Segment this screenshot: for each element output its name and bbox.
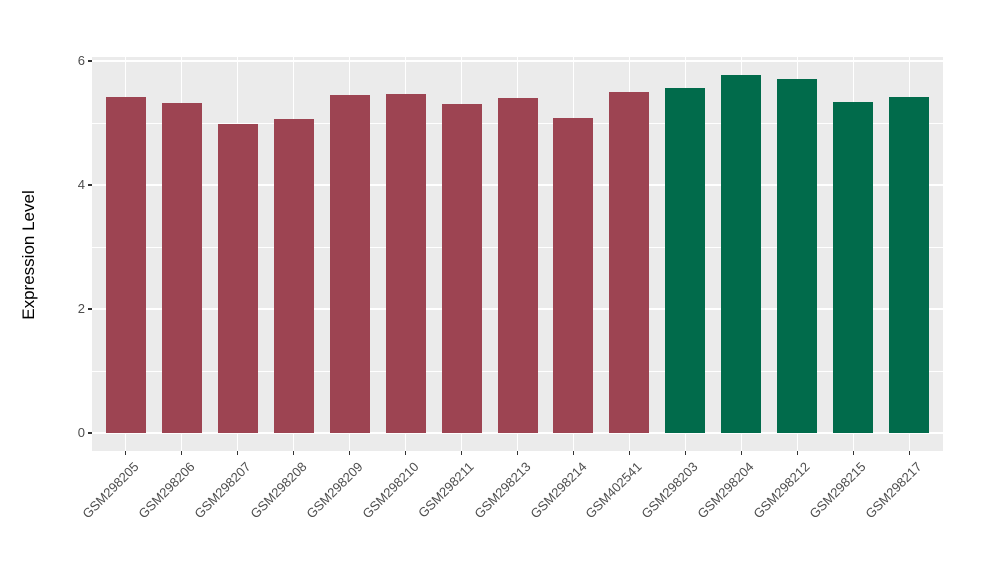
bar-GSM298206 bbox=[161, 103, 202, 433]
y-axis-title: Expression Level bbox=[19, 190, 38, 320]
x-tick-label: GSM298207 bbox=[190, 459, 254, 522]
x-tick-mark bbox=[908, 451, 911, 455]
bar-GSM298208 bbox=[273, 119, 314, 433]
y-tick-mark bbox=[88, 60, 92, 62]
x-tick-label: GSM298209 bbox=[302, 459, 366, 522]
bar-GSM298203 bbox=[665, 88, 706, 433]
plot-panel bbox=[92, 57, 943, 451]
x-tick-label: GSM298212 bbox=[750, 459, 814, 522]
x-tick-label: GSM298205 bbox=[78, 459, 142, 522]
x-tick-mark bbox=[796, 451, 799, 455]
y-tick-label: 0 bbox=[77, 425, 85, 440]
x-tick-label: GSM298214 bbox=[526, 459, 590, 522]
x-tick-mark bbox=[292, 451, 295, 455]
bar-GSM298213 bbox=[497, 98, 538, 433]
y-tick-label: 2 bbox=[77, 301, 85, 316]
x-tick-mark bbox=[740, 451, 743, 455]
x-tick-mark bbox=[236, 451, 239, 455]
x-tick-label: GSM298215 bbox=[806, 459, 870, 522]
x-tick-label: GSM298210 bbox=[358, 459, 422, 522]
bar-GSM298212 bbox=[777, 79, 818, 433]
bar-GSM402541 bbox=[609, 92, 650, 433]
x-tick-mark bbox=[124, 451, 127, 455]
x-tick-mark bbox=[180, 451, 183, 455]
x-tick-label: GSM298206 bbox=[134, 459, 198, 522]
x-tick-mark bbox=[628, 451, 631, 455]
x-tick-label: GSM402541 bbox=[582, 459, 646, 522]
y-tick-mark bbox=[88, 308, 92, 310]
bar-GSM298215 bbox=[833, 102, 874, 433]
bar-GSM298205 bbox=[105, 97, 146, 433]
x-tick-mark bbox=[348, 451, 351, 455]
x-tick-label: GSM298203 bbox=[638, 459, 702, 522]
x-tick-mark bbox=[572, 451, 575, 455]
x-tick-mark bbox=[684, 451, 687, 455]
y-tick-label: 6 bbox=[77, 53, 85, 68]
x-tick-label: GSM298208 bbox=[246, 459, 310, 522]
x-tick-label: GSM298204 bbox=[694, 459, 758, 522]
bar-GSM298214 bbox=[553, 118, 594, 433]
y-tick-mark bbox=[88, 432, 92, 434]
y-tick-mark bbox=[88, 184, 92, 186]
bar-GSM298210 bbox=[385, 94, 426, 433]
x-tick-label: GSM298217 bbox=[862, 459, 926, 522]
x-tick-mark bbox=[404, 451, 407, 455]
x-tick-label: GSM298213 bbox=[470, 459, 534, 522]
x-tick-mark bbox=[516, 451, 519, 455]
bar-GSM298209 bbox=[329, 95, 370, 433]
x-tick-mark bbox=[852, 451, 855, 455]
bar-GSM298204 bbox=[721, 75, 762, 433]
bar-GSM298207 bbox=[217, 124, 258, 433]
y-tick-label: 4 bbox=[77, 177, 85, 192]
bar-GSM298217 bbox=[889, 97, 930, 433]
x-tick-label: GSM298211 bbox=[415, 459, 478, 521]
x-tick-mark bbox=[460, 451, 463, 455]
bar-GSM298211 bbox=[441, 104, 482, 433]
